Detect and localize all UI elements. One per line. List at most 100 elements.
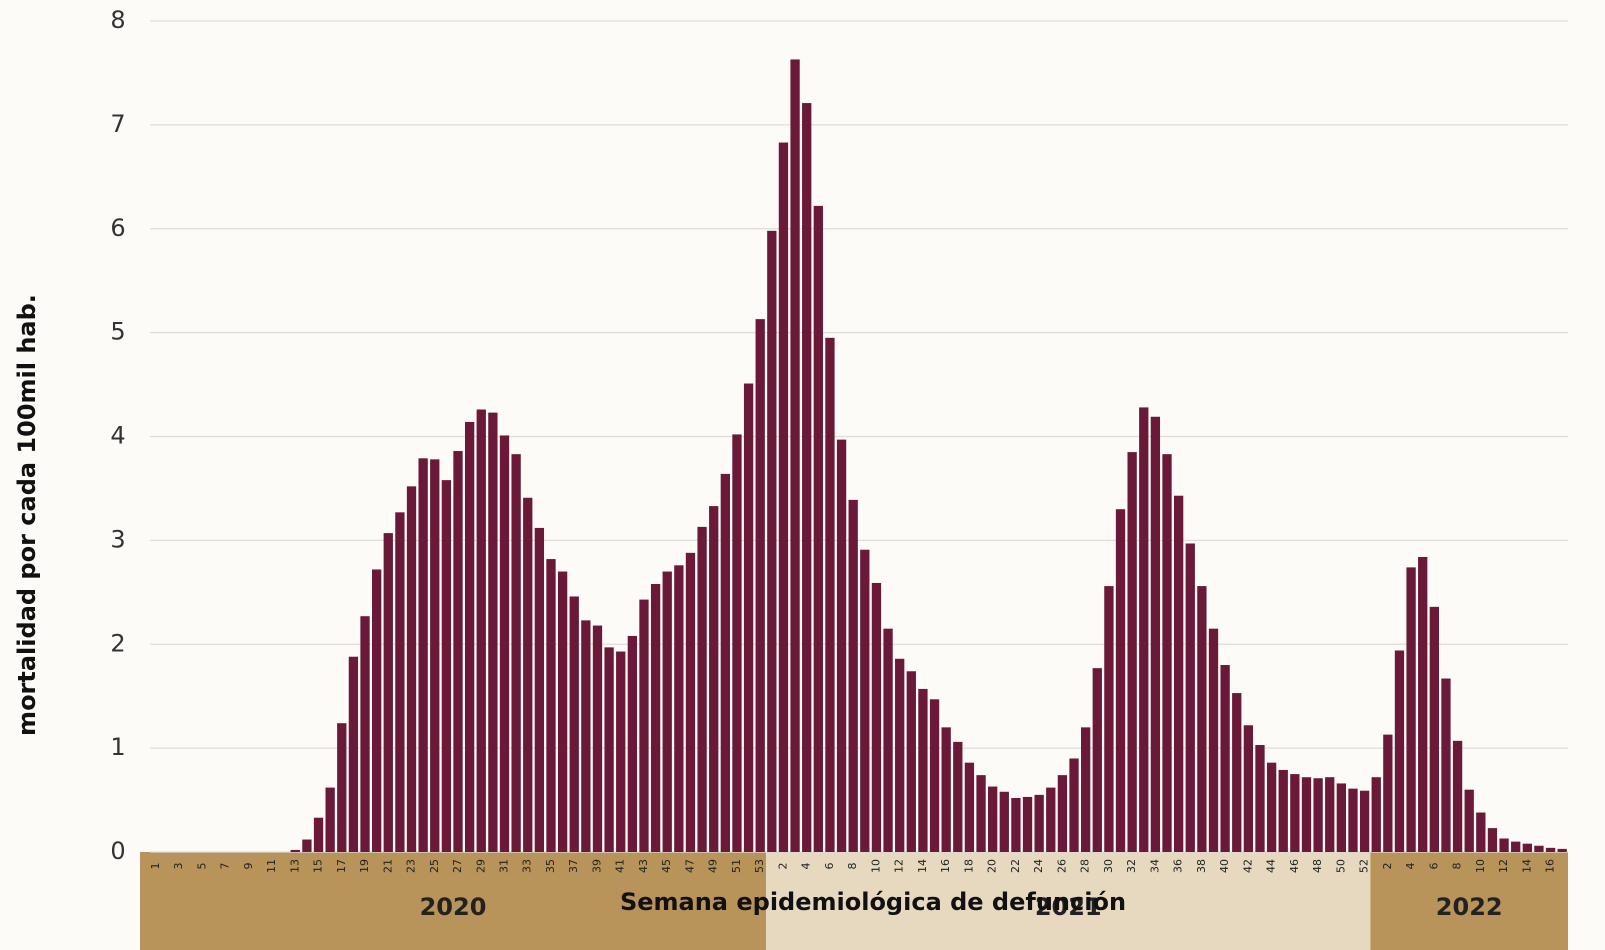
bar (523, 498, 532, 852)
x-tick-label: 53 (753, 859, 766, 873)
bar (570, 596, 579, 852)
bar (814, 206, 823, 852)
x-tick-label: 41 (614, 859, 627, 873)
x-tick-label: 16 (1544, 859, 1557, 873)
x-tick-label: 30 (1102, 859, 1115, 873)
x-tick-label: 45 (660, 859, 673, 873)
bar (639, 600, 648, 852)
x-tick-label: 11 (265, 859, 278, 873)
x-tick-label: 37 (567, 859, 580, 873)
x-tick-label: 2 (1381, 863, 1394, 870)
year-label: 2020 (420, 893, 487, 921)
bar (1395, 650, 1404, 852)
x-tick-label: 20 (986, 859, 999, 873)
bar (314, 818, 323, 852)
bar (1267, 763, 1276, 852)
bar (1139, 407, 1148, 852)
bar (1302, 777, 1311, 852)
x-tick-label: 6 (823, 863, 836, 870)
bar (1279, 770, 1288, 852)
x-tick-label: 24 (1032, 859, 1045, 873)
bar (1406, 567, 1415, 852)
bar (1069, 759, 1078, 852)
bar (930, 699, 939, 852)
x-tick-label: 16 (939, 859, 952, 873)
bar (1441, 679, 1450, 852)
bar (442, 480, 451, 852)
x-tick-label: 13 (288, 859, 301, 873)
x-tick-label: 39 (590, 859, 603, 873)
x-tick-label: 4 (800, 863, 813, 870)
bar (360, 616, 369, 852)
bar (1255, 745, 1264, 852)
bar (1162, 454, 1171, 852)
x-tick-label: 2 (776, 863, 789, 870)
bar (581, 620, 590, 852)
y-tick-label: 5 (110, 318, 125, 346)
bar (1418, 557, 1427, 852)
bar (802, 103, 811, 852)
bar (1174, 496, 1183, 852)
bar (918, 689, 927, 852)
bar (860, 550, 869, 852)
x-tick-label: 8 (1451, 863, 1464, 870)
x-tick-label: 10 (1474, 859, 1487, 873)
y-tick-label: 8 (110, 6, 125, 34)
bar (302, 840, 311, 852)
y-axis-title: mortalidad por cada 100mil hab. (13, 294, 41, 736)
x-axis-title: Semana epidemiológica de defunción (620, 888, 1126, 916)
bar (1383, 735, 1392, 852)
x-tick-label: 43 (637, 859, 650, 873)
bar (465, 422, 474, 852)
bar (837, 440, 846, 852)
x-tick-label: 5 (195, 863, 208, 870)
x-tick-label: 3 (172, 863, 185, 870)
bar (1081, 727, 1090, 852)
bar (686, 553, 695, 852)
x-tick-label: 6 (1427, 863, 1440, 870)
bar (1186, 543, 1195, 852)
bar (349, 657, 358, 852)
bar (1558, 849, 1567, 852)
x-tick-label: 23 (405, 859, 418, 873)
x-tick-label: 48 (1311, 859, 1324, 873)
bar (384, 533, 393, 852)
bar (1000, 792, 1009, 852)
bar (976, 775, 985, 852)
bar (1127, 452, 1136, 852)
bar (1476, 813, 1485, 852)
x-tick-label: 18 (962, 859, 975, 873)
year-label: 2022 (1436, 893, 1503, 921)
bar (558, 572, 567, 852)
x-tick-label: 12 (893, 859, 906, 873)
x-tick-label: 32 (1125, 859, 1138, 873)
bar (1093, 668, 1102, 852)
y-tick-label: 7 (110, 110, 125, 138)
bar (1488, 828, 1497, 852)
y-tick-label: 4 (110, 422, 125, 450)
x-tick-label: 17 (335, 859, 348, 873)
x-tick-label: 4 (1404, 863, 1417, 870)
x-tick-label: 1 (149, 863, 162, 870)
x-tick-label: 10 (869, 859, 882, 873)
x-tick-label: 8 (846, 863, 859, 870)
x-tick-label: 12 (1497, 859, 1510, 873)
bar (511, 454, 520, 852)
bar (488, 413, 497, 852)
bar (1372, 777, 1381, 852)
bar (1046, 788, 1055, 852)
bar (709, 506, 718, 852)
bar (535, 528, 544, 852)
bar (663, 572, 672, 852)
bar (790, 59, 799, 852)
x-tick-label: 21 (381, 859, 394, 873)
bar (291, 850, 300, 852)
bar (593, 626, 602, 852)
bar (872, 583, 881, 852)
bar (1058, 775, 1067, 852)
bar (453, 451, 462, 852)
bar (372, 569, 381, 852)
y-tick-label: 1 (110, 733, 125, 761)
x-tick-label: 36 (1172, 859, 1185, 873)
bar (1430, 607, 1439, 852)
